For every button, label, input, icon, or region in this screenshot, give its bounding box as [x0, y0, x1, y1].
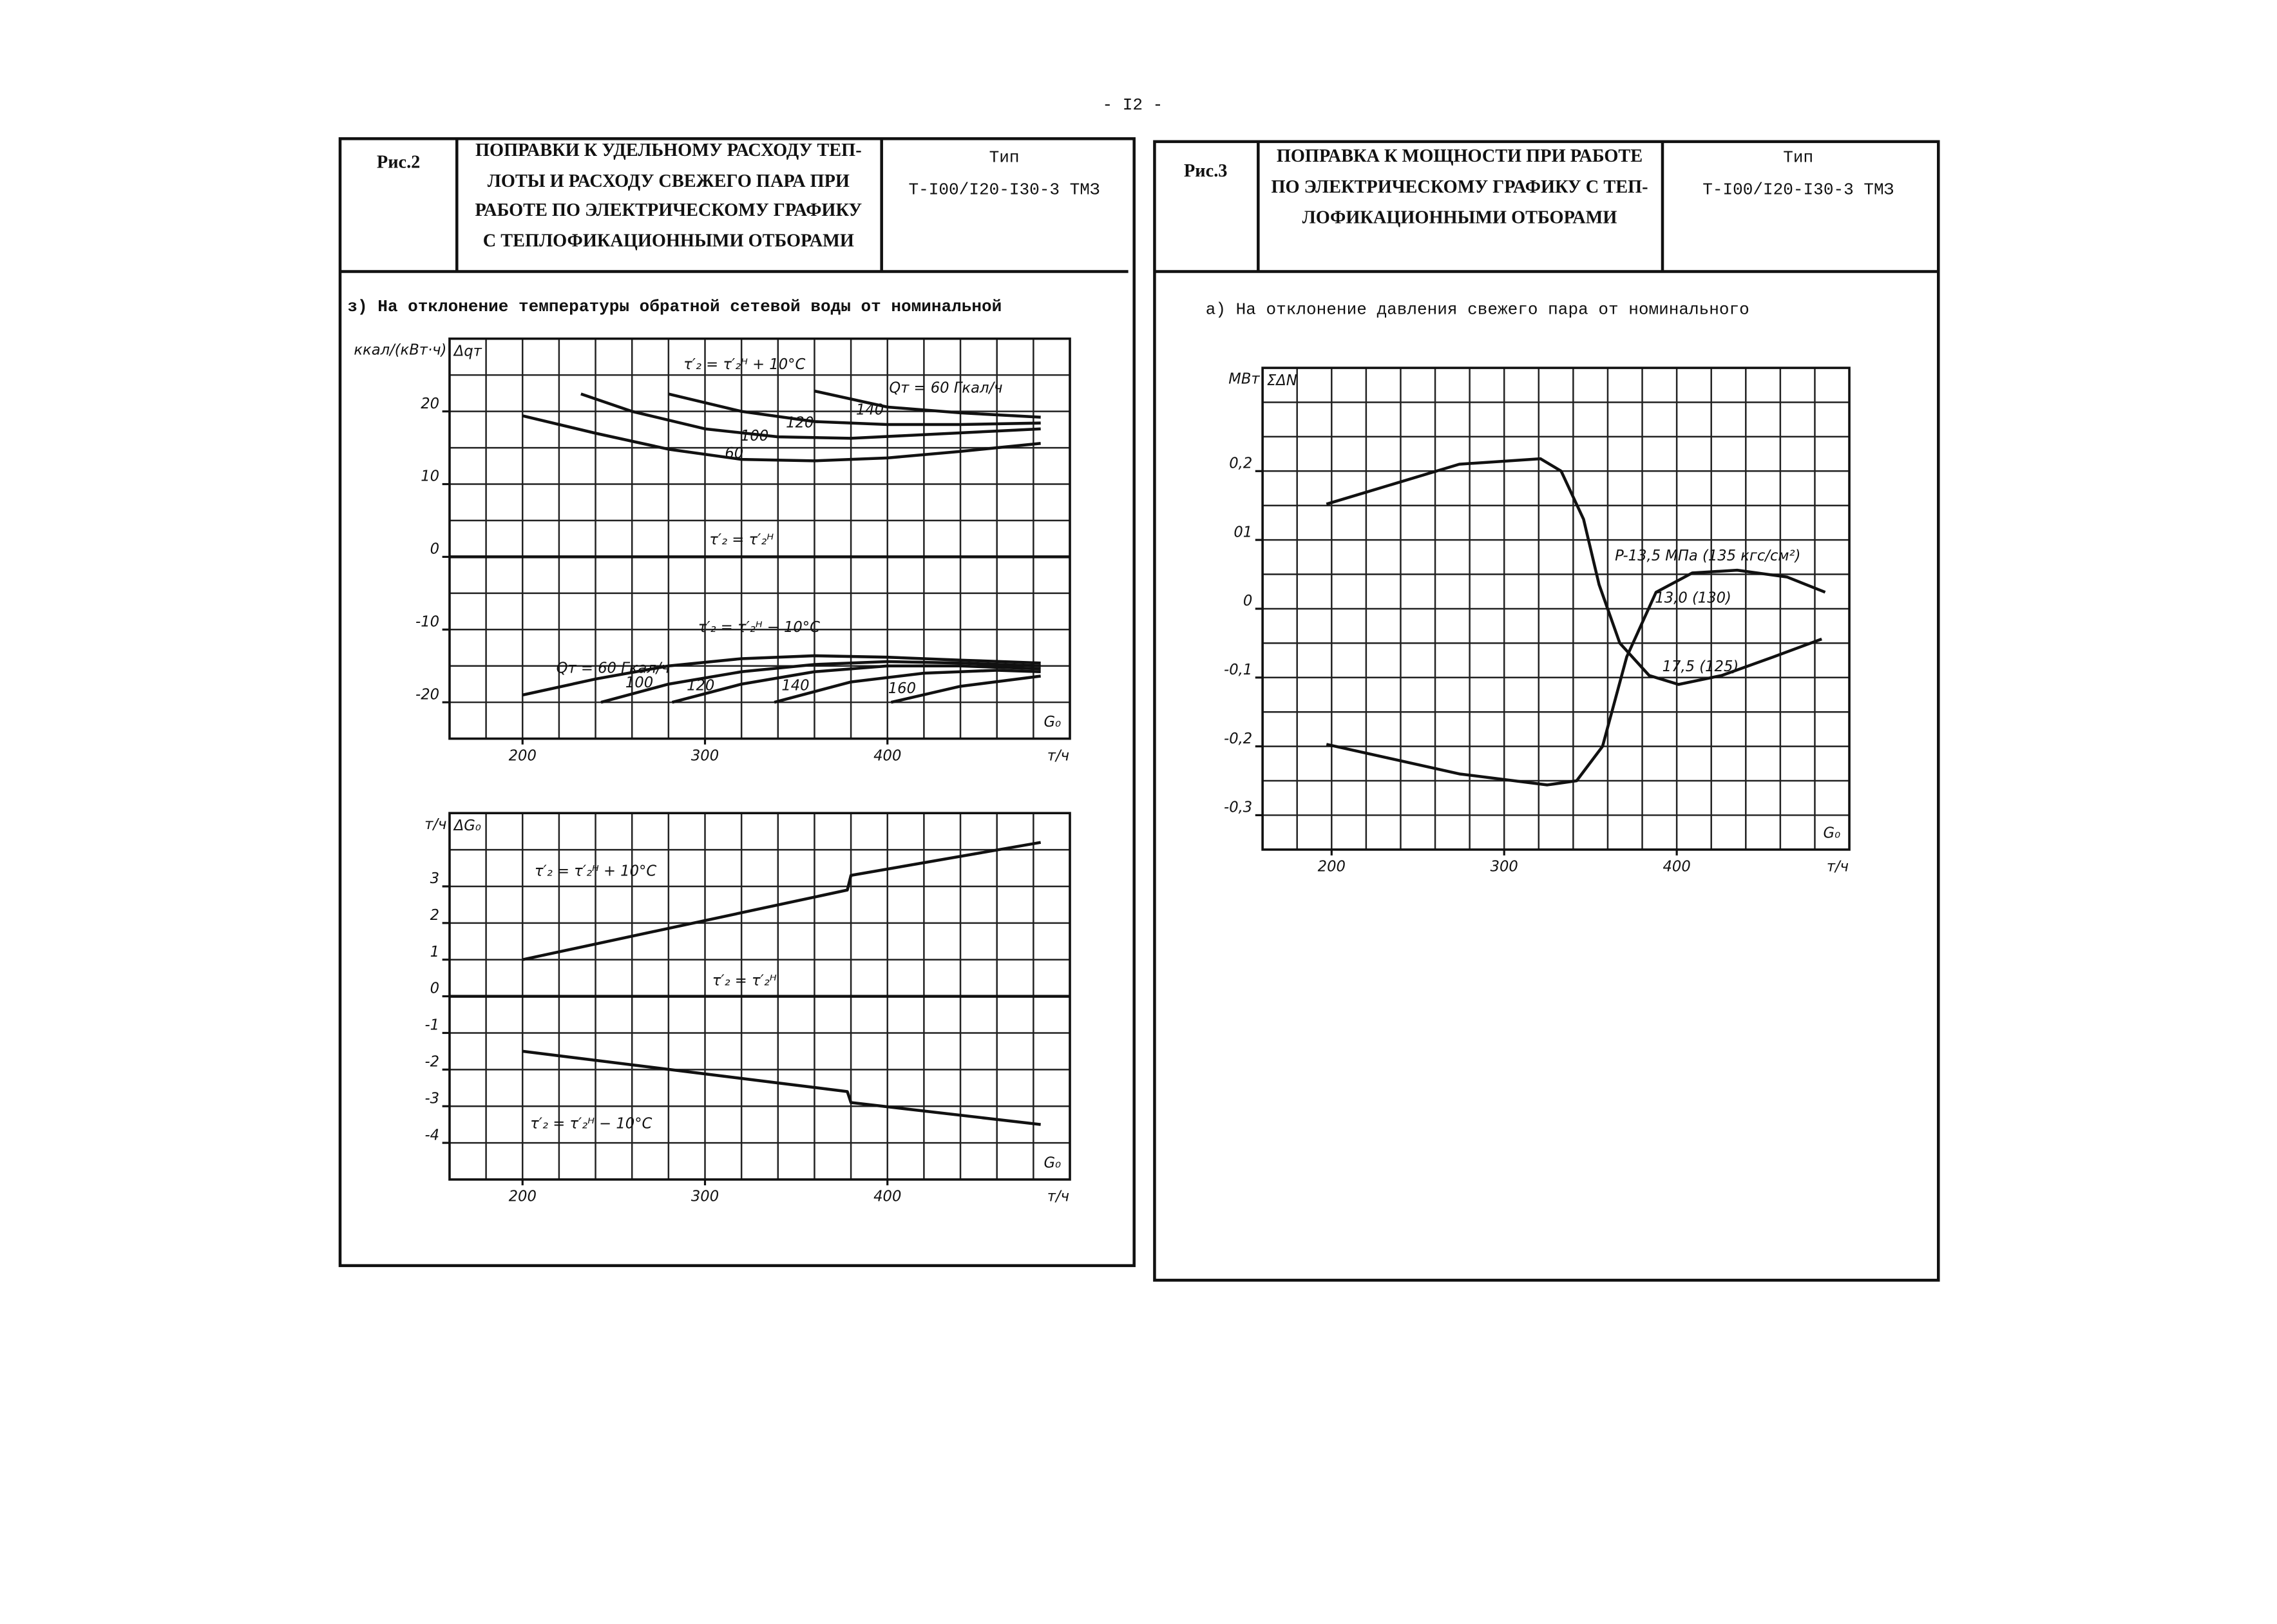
x-unit: т/ч: [1827, 859, 1849, 875]
curve: [1326, 568, 1826, 787]
y-tick-label: 20: [421, 396, 439, 412]
curve-label: 100: [625, 674, 653, 691]
figure-title: РАБОТЕ ПО ЭЛЕКТРИЧЕСКОМУ ГРАФИКУ: [475, 200, 862, 220]
curve-label: 17,5 (125): [1662, 658, 1739, 675]
curve-label: τ′₂ = τ′₂ᴴ: [709, 531, 774, 548]
y-tick-label: 10: [421, 468, 439, 485]
curve: [522, 841, 1042, 961]
x-tick-label: 400: [873, 1189, 901, 1205]
y-tick-label: -1: [424, 1017, 439, 1034]
y-tick-label: 0: [430, 980, 439, 997]
annotation: τ′₂ = τ′₂ᴴ + 10°C: [683, 356, 805, 373]
curve: [890, 674, 1041, 704]
plot-frame: [448, 337, 1071, 740]
x-tick-label: 200: [509, 747, 537, 764]
subtitle: з) На отклонение температуры обратной се…: [347, 297, 1002, 316]
annotation: P-13,5 МПа (135 кгс/см²): [1615, 548, 1800, 564]
curve-label: 140: [781, 678, 809, 694]
curve: [600, 660, 1041, 704]
curve-label: 120: [687, 678, 714, 694]
curve-label: 100: [741, 428, 768, 444]
curve: [774, 669, 1041, 704]
y-unit: МВт: [1228, 371, 1260, 388]
x-tick-label: 400: [1663, 859, 1691, 875]
curve-label: τ′₂ = τ′₂ᴴ: [712, 972, 777, 989]
x-tick-label: 300: [1491, 859, 1518, 875]
curve-label: τ′₂ = τ′₂ᴴ + 10°C: [535, 863, 656, 879]
figure-label: Рис.2: [377, 152, 420, 172]
annotation: τ′₂ = τ′₂ᴴ − 10°C: [698, 619, 820, 636]
y-tick-label: -0,3: [1224, 799, 1252, 816]
curve: [580, 392, 1041, 440]
y-unit: т/ч: [424, 816, 446, 833]
curve-label: Qт = 60 Гкал/ч: [557, 660, 670, 676]
y-label: ΔG₀: [453, 817, 481, 834]
x-tick-label: 200: [509, 1189, 537, 1205]
curve-label: 13,0 (130): [1655, 590, 1731, 607]
curve: [522, 1049, 1041, 1126]
figure-title: ПОПРАВКИ К УДЕЛЬНОМУ РАСХОДУ ТЕП-: [475, 140, 862, 160]
y-tick-label: -20: [415, 686, 439, 703]
type-value: Т-I00/I20-I30-3 ТМЗ: [909, 180, 1100, 199]
y-unit: ккал/(кВт·ч): [354, 341, 446, 358]
curve: [1326, 457, 1822, 686]
x-tick-label: 300: [691, 747, 719, 764]
y-tick-label: -4: [424, 1127, 439, 1143]
y-tick-label: 1: [430, 944, 439, 960]
page-number: - I2 -: [1103, 95, 1163, 115]
y-tick-label: -0,2: [1224, 731, 1252, 747]
curve-label: 140: [856, 401, 884, 418]
panel-frame: [1153, 140, 1940, 1282]
y-label: Δqт: [453, 343, 482, 360]
type-label: Тип: [989, 148, 1020, 167]
figure-title: С ТЕПЛОФИКАЦИОННЫМИ ОТБОРАМИ: [483, 231, 854, 251]
x-tick-label: 300: [691, 1189, 719, 1205]
figure-title: ЛОФИКАЦИОННЫМИ ОТБОРАМИ: [1302, 207, 1617, 227]
figure-title: ПОПРАВКА К МОЩНОСТИ ПРИ РАБОТЕ: [1277, 146, 1643, 166]
x-unit: т/ч: [1047, 747, 1069, 764]
y-tick-label: -10: [415, 613, 439, 630]
y-tick-label: -0,1: [1224, 662, 1252, 678]
annotation: Qт = 60 Гкал/ч: [889, 379, 1002, 396]
curve: [522, 414, 1041, 463]
figure-title: ЛОТЫ И РАСХОДУ СВЕЖЕГО ПАРА ПРИ: [488, 171, 850, 191]
y-label: ΣΔN: [1267, 372, 1297, 389]
y-tick-label: 0: [430, 541, 439, 558]
x-label: G₀: [1043, 1155, 1061, 1172]
y-tick-label: 2: [430, 907, 439, 924]
curve: [814, 389, 1041, 419]
curve: [522, 654, 1041, 697]
panel-frame: [338, 137, 1136, 1267]
curve-label: 160: [888, 680, 916, 697]
x-unit: т/ч: [1047, 1189, 1069, 1205]
x-label: G₀: [1043, 714, 1061, 731]
figure-label: Рис.3: [1184, 161, 1227, 181]
y-tick-label: -3: [424, 1090, 439, 1107]
x-tick-label: 400: [873, 747, 901, 764]
y-tick-label: 0: [1243, 593, 1252, 609]
subtitle: а) На отклонение давления свежего пара о…: [1206, 300, 1749, 319]
y-tick-label: 3: [430, 870, 439, 887]
curve-label: τ′₂ = τ′₂ᴴ − 10°C: [530, 1115, 652, 1132]
y-tick-label: -2: [424, 1054, 439, 1071]
curve: [668, 392, 1041, 426]
type-label: Тип: [1783, 148, 1813, 167]
figure-title: ПО ЭЛЕКТРИЧЕСКОМУ ГРАФИКУ С ТЕП-: [1272, 177, 1648, 197]
curve-label: 120: [786, 415, 814, 432]
curve-label: 60: [725, 445, 743, 462]
y-tick-label: 01: [1234, 524, 1252, 540]
y-tick-label: 0,2: [1229, 455, 1252, 472]
type-value: Т-I00/I20-I30-3 ТМЗ: [1702, 180, 1894, 199]
curve: [671, 664, 1041, 704]
x-tick-label: 200: [1318, 859, 1346, 875]
x-label: G₀: [1824, 825, 1841, 841]
